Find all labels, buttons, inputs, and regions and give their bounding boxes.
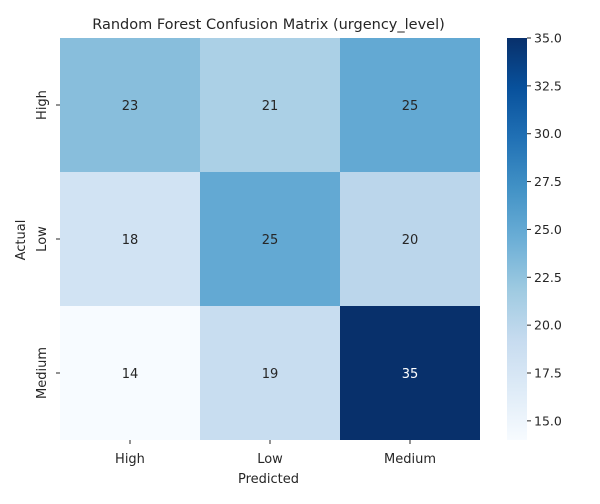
chart-title: Random Forest Confusion Matrix (urgency_…	[92, 17, 445, 33]
cell-value-label: 25	[262, 233, 279, 248]
cell-value-label: 25	[402, 99, 419, 114]
cell-value-label: 21	[262, 99, 279, 114]
colorbar-tick-label: 32.5	[534, 78, 562, 93]
colorbar-tick-label: 22.5	[534, 270, 562, 285]
heatmap-cells: 23 21 25 18 25 20 14 19 35	[60, 38, 480, 440]
colorbar-tick-label: 35.0	[534, 31, 562, 46]
colorbar-tick-label: 17.5	[534, 366, 562, 381]
colorbar-tick-label: 20.0	[534, 318, 562, 333]
cell-value-label: 14	[122, 367, 139, 382]
x-tick-label: Medium	[384, 452, 436, 467]
y-tick-label: Medium	[35, 347, 50, 399]
x-tick-label: Low	[257, 452, 283, 467]
heatmap-cell	[60, 306, 200, 440]
heatmap-cell	[200, 306, 340, 440]
heatmap-cell	[200, 38, 340, 172]
cell-value-label: 35	[402, 367, 419, 382]
heatmap-cell	[60, 38, 200, 172]
heatmap-cell	[340, 172, 480, 306]
colorbar-tick-label: 25.0	[534, 222, 562, 237]
cell-value-label: 19	[262, 367, 279, 382]
colorbar-ticks: 15.0 17.5 20.0 22.5 25.0 27.5 30.0 32.5 35.0	[527, 31, 562, 428]
cell-value-label: 20	[402, 233, 419, 248]
cell-value-label: 18	[122, 233, 139, 248]
y-axis-ticks: High Low Medium	[35, 90, 60, 399]
colorbar-tick-label: 15.0	[534, 413, 562, 428]
heatmap-cell	[60, 172, 200, 306]
colorbar-tick-label: 27.5	[534, 174, 562, 189]
colorbar-tick-label: 30.0	[534, 126, 562, 141]
heatmap-cell	[200, 172, 340, 306]
heatmap-cell	[340, 38, 480, 172]
colorbar	[507, 38, 527, 440]
heatmap-cell	[340, 306, 480, 440]
x-tick-label: High	[115, 452, 145, 467]
y-tick-label: Low	[35, 226, 50, 252]
y-tick-label: High	[35, 90, 50, 120]
y-axis-label: Actual	[14, 220, 29, 261]
x-axis-label: Predicted	[238, 472, 299, 487]
x-axis-ticks: High Low Medium	[115, 440, 436, 467]
cell-value-label: 23	[122, 99, 139, 114]
